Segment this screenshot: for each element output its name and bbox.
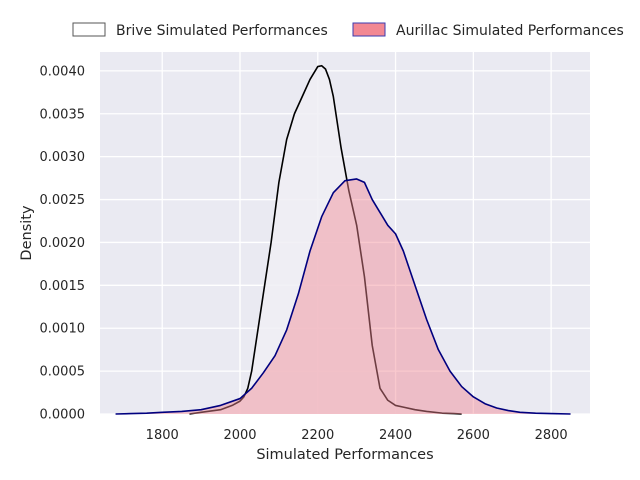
y-tick-label: 0.0015	[40, 279, 86, 294]
series-area-0	[189, 65, 462, 414]
x-tick-label: 2600	[457, 428, 490, 443]
y-tick-label: 0.0010	[40, 322, 86, 337]
x-tick-label: 1800	[146, 428, 179, 443]
x-axis-label: Simulated Performances	[256, 447, 433, 463]
x-tick-label: 2200	[301, 428, 334, 443]
y-tick-label: 0.0025	[40, 193, 86, 208]
y-tick-label: 0.0030	[40, 150, 86, 165]
series-line-0	[189, 64, 462, 415]
y-tick-label: 0.0005	[40, 365, 86, 380]
y-tick-label: 0.0020	[40, 236, 86, 251]
series-area-1	[115, 178, 571, 414]
y-axis-label: Density	[19, 205, 35, 261]
series-line-1	[115, 178, 571, 415]
y-tick-label: 0.0040	[40, 64, 86, 79]
x-tick-label: 2000	[223, 428, 256, 443]
series-layer	[115, 64, 571, 415]
y-tick-label: 0.0000	[40, 408, 86, 423]
legend-label-0: Brive Simulated Performances	[116, 23, 328, 39]
y-tick-label: 0.0035	[40, 107, 86, 122]
x-tick-label: 2800	[535, 428, 568, 443]
tick-labels: 1800 2000 2200 2400 2600 2800 0.0000 0.0005 0.00…	[40, 64, 568, 443]
legend: Brive Simulated Performances Aurillac Sim…	[72, 22, 624, 39]
legend-label-1: Aurillac Simulated Performances	[396, 23, 624, 39]
legend-swatch-1	[352, 22, 386, 37]
x-tick-label: 2400	[379, 428, 412, 443]
legend-swatch-0	[72, 22, 106, 37]
